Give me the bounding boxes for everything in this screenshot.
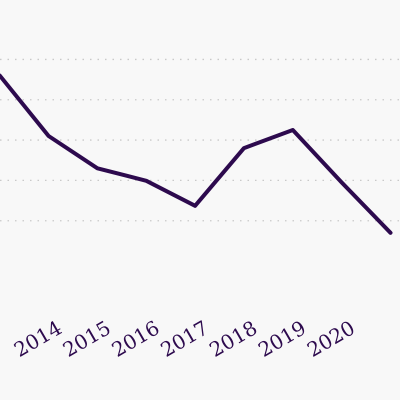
x-tick-label-2019: 2019 (254, 316, 310, 362)
gridlines (0, 58, 400, 222)
x-tick-label-2017: 2017 (156, 316, 212, 362)
series-line-0 (0, 73, 393, 235)
series (0, 73, 393, 235)
x-tick-label-2018: 2018 (205, 316, 261, 362)
x-tick-label-2014: 2014 (10, 316, 66, 362)
x-tick-label-2020: 2020 (303, 316, 359, 362)
x-tick-label-2016: 2016 (107, 316, 163, 362)
x-tick-label-2015: 2015 (59, 316, 115, 362)
